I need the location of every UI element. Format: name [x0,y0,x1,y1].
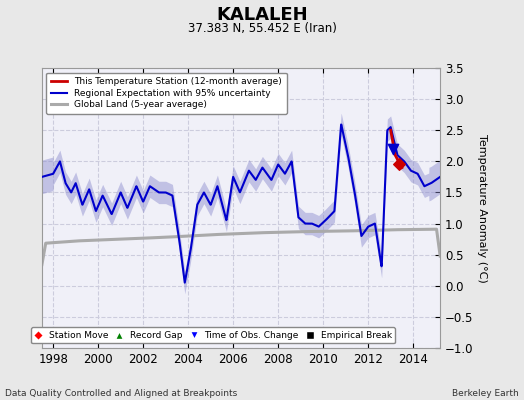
Legend: Station Move, Record Gap, Time of Obs. Change, Empirical Break: Station Move, Record Gap, Time of Obs. C… [31,327,395,344]
Point [395,161,403,168]
Text: Berkeley Earth: Berkeley Earth [452,389,519,398]
Text: Data Quality Controlled and Aligned at Breakpoints: Data Quality Controlled and Aligned at B… [5,389,237,398]
Y-axis label: Temperature Anomaly (°C): Temperature Anomaly (°C) [477,134,487,282]
Point [389,146,397,152]
Text: KALALEH: KALALEH [216,6,308,24]
Text: 37.383 N, 55.452 E (Iran): 37.383 N, 55.452 E (Iran) [188,22,336,35]
